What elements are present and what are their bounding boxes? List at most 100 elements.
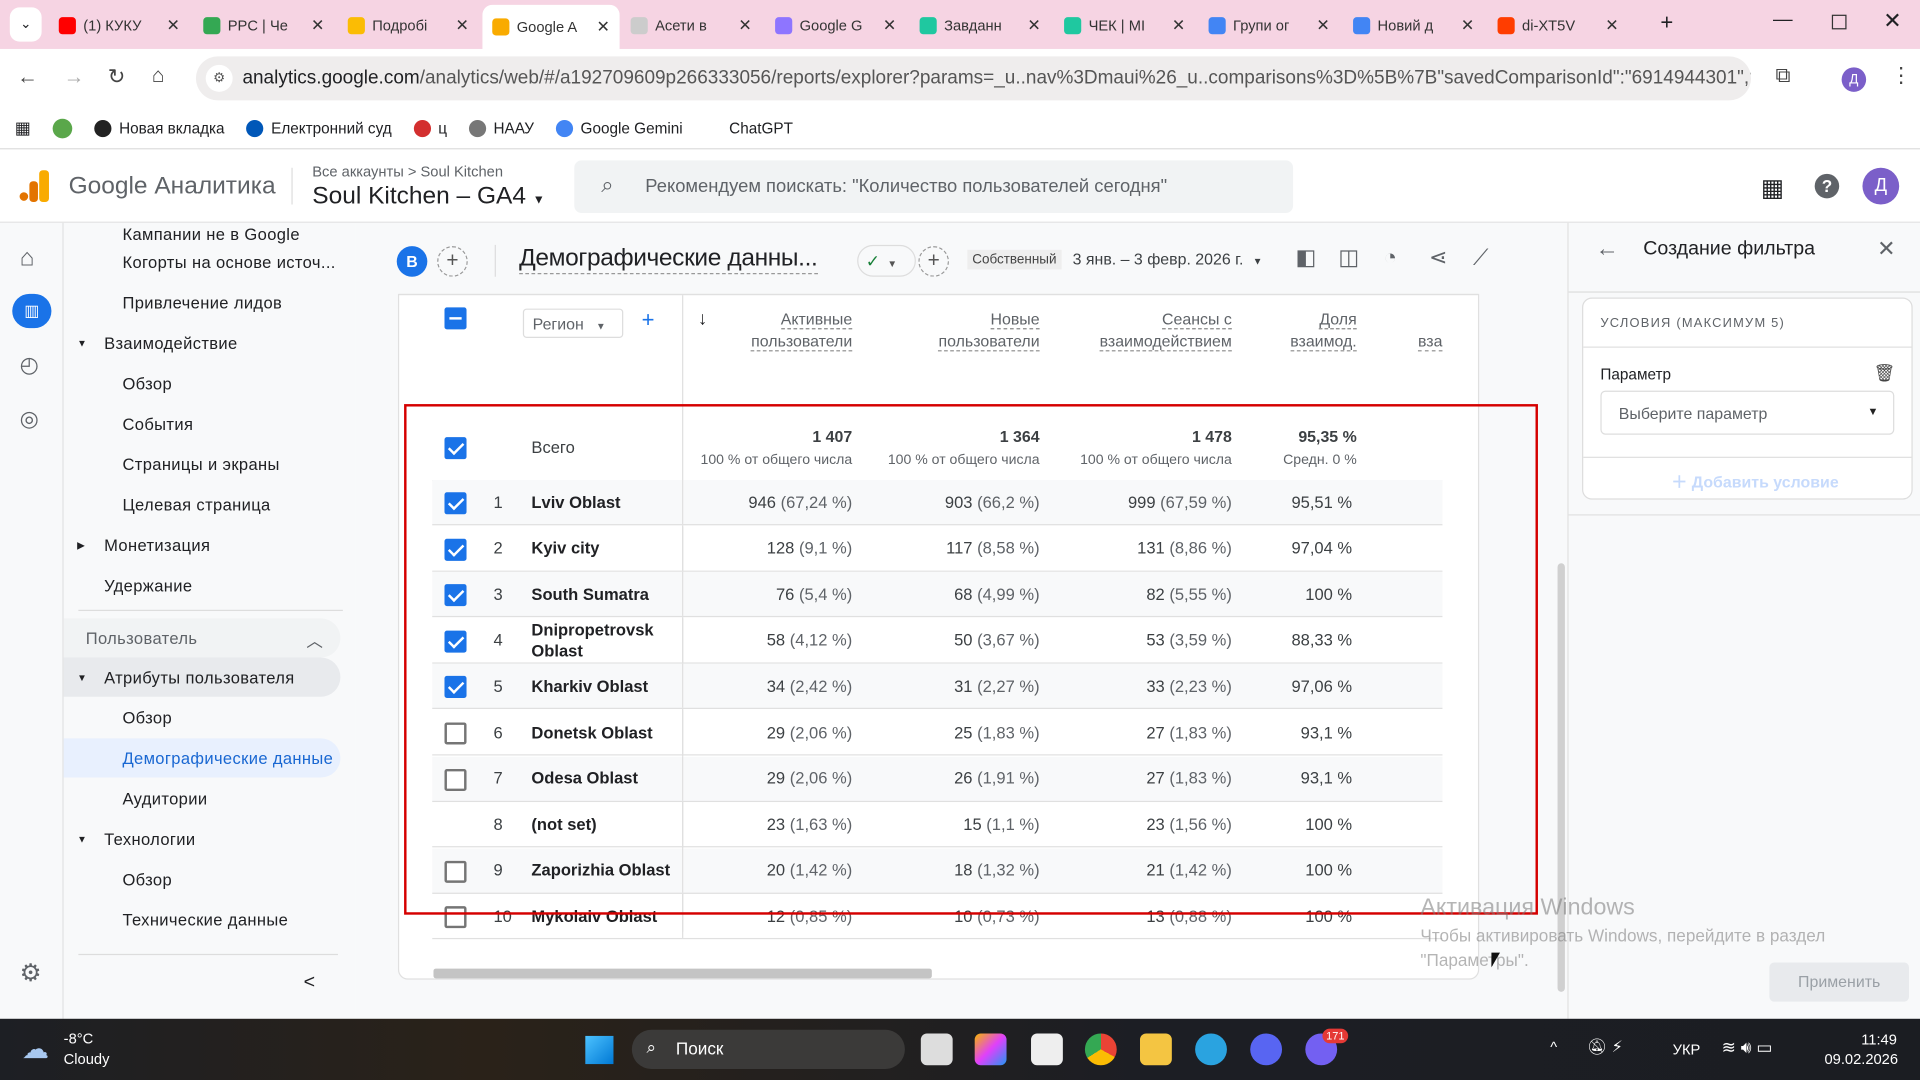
column-header[interactable]: Новые пользователи (938, 309, 1040, 352)
insights-icon[interactable]: ◔ (1383, 244, 1397, 270)
tab-close-icon[interactable]: ✕ (738, 15, 752, 35)
apps-icon[interactable]: ▦ (14, 117, 31, 138)
nav-item[interactable]: Демографические данные (63, 738, 341, 778)
row-checkbox[interactable] (444, 906, 467, 929)
start-button[interactable] (585, 1035, 614, 1065)
column-header[interactable]: Сеансы с взаимодействием (1099, 309, 1232, 352)
browser-tab[interactable]: Новий д ✕ (1343, 7, 1486, 44)
address-bar[interactable]: ⚙ analytics.google.com/analytics/web/#/a… (195, 56, 1752, 101)
column-header[interactable]: Активные пользователи (751, 309, 853, 352)
table-row[interactable]: 8 (not set) 23 (1,63 %) 15 (1,1 %) 23 (1,56 … (432, 802, 1443, 848)
tab-search-button[interactable]: ⌄ (9, 7, 42, 42)
row-checkbox[interactable] (444, 492, 467, 515)
share-icon[interactable]: ⋖ (1428, 244, 1448, 270)
nav-item[interactable]: Привлечение лидов (64, 283, 341, 322)
nav-item[interactable]: Страницы и экраны (64, 445, 341, 484)
nav-item[interactable]: Обзор (64, 860, 341, 899)
nav-item[interactable]: ▶ Монетизация (64, 526, 341, 565)
add-card-button[interactable]: + (918, 246, 949, 277)
settings-icon[interactable]: ⚙ (19, 960, 42, 987)
extensions-icon[interactable]: ⧉ (1775, 63, 1791, 87)
dimension-select[interactable]: Регион ▼ (522, 308, 624, 338)
vertical-scrollbar[interactable] (1557, 563, 1565, 992)
row-checkbox[interactable] (444, 676, 467, 699)
browser-tab[interactable]: Асети в ✕ (621, 7, 764, 44)
apply-button[interactable]: Применить (1769, 962, 1909, 1002)
table-row[interactable]: 6 Donetsk Oblast 29 (2,06 %) 25 (1,83 %) 27 … (432, 710, 1443, 756)
table-row[interactable]: 5 Kharkiv Oblast 34 (2,42 %) 31 (2,27 %) 33 … (432, 664, 1443, 710)
bookmark-item[interactable]: ChatGPT (704, 119, 793, 137)
table-row[interactable]: 10 Mykolaiv Oblast 12 (0,85 %) 10 (0,73 %) 1… (432, 894, 1443, 940)
table-row[interactable]: 7 Odesa Oblast 29 (2,06 %) 26 (1,91 %) 27 (1… (432, 756, 1443, 802)
tab-close-icon[interactable]: ✕ (455, 15, 469, 35)
report-status-button[interactable]: ✓ ▼ (857, 244, 916, 277)
maximize-button[interactable] (1831, 14, 1847, 30)
telegram-icon[interactable] (1195, 1033, 1227, 1066)
account-avatar[interactable]: Д (1862, 167, 1900, 205)
nav-item[interactable]: ▼ Взаимодействие (64, 324, 341, 363)
task-view-icon[interactable] (920, 1033, 953, 1066)
table-row[interactable]: 1 Lviv Oblast 946 (67,24 %) 903 (66,2 %) 999… (432, 480, 1443, 526)
new-tab-button[interactable]: + (1660, 9, 1674, 35)
browser-tab[interactable]: Завданн ✕ (910, 7, 1053, 44)
breadcrumb[interactable]: Все аккаунты > Soul Kitchen (312, 162, 504, 181)
back-arrow-icon[interactable]: ← (1595, 236, 1619, 263)
add-dimension-button[interactable]: + (641, 307, 655, 332)
comparison-badge[interactable]: B (396, 246, 428, 277)
browser-tab[interactable]: PPC | Че ✕ (193, 7, 336, 44)
table-row[interactable]: 2 Kyiv city 128 (9,1 %) 117 (8,58 %) 131 (8,… (432, 526, 1443, 572)
close-icon[interactable]: ✕ (1877, 236, 1896, 261)
sort-arrow-icon[interactable]: ↓ (697, 308, 708, 330)
collapse-nav-icon[interactable]: < (303, 972, 316, 994)
section-user[interactable]: Пользователь ︿ (63, 618, 341, 658)
nav-item[interactable]: Аудитории (64, 779, 341, 818)
notes-icon[interactable]: ◧ (1295, 244, 1317, 270)
table-row[interactable]: 3 South Sumatra 76 (5,4 %) 68 (4,99 %) 82 (5… (432, 572, 1443, 618)
row-checkbox[interactable] (444, 538, 467, 561)
tab-close-icon[interactable]: ✕ (311, 15, 325, 35)
nav-item[interactable]: ▼ Атрибуты пользователя (63, 657, 341, 697)
apps-grid-icon[interactable]: ▦ (1760, 175, 1784, 203)
bookmark-item[interactable]: НААУ (469, 119, 534, 137)
date-range-picker[interactable]: 3 янв. – 3 февр. 2026 г. ▼ (1072, 249, 1263, 269)
reports-icon[interactable]: ▥ (12, 293, 52, 329)
date-label[interactable]: Собственный (967, 249, 1062, 270)
bookmark-green-icon[interactable] (52, 118, 73, 138)
tab-close-icon[interactable]: ✕ (1027, 15, 1041, 35)
nav-item[interactable]: Обзор (64, 698, 341, 737)
row-checkbox[interactable] (444, 630, 467, 653)
tab-close-icon[interactable]: ✕ (882, 15, 897, 35)
nav-item[interactable]: Удержание (64, 567, 341, 606)
browser-tab[interactable]: di-XT5V ✕ (1488, 7, 1631, 44)
network-volume-battery-icons[interactable]: ≋ 🔊︎ ▭ (1721, 1037, 1773, 1057)
table-row[interactable]: 9 Zaporizhia Oblast 20 (1,42 %) 18 (1,32 %)… (432, 848, 1443, 894)
browser-tab[interactable]: (1) КУКУ ✕ (49, 7, 192, 44)
advertising-icon[interactable]: ◎ (19, 406, 39, 432)
python-icon[interactable] (1031, 1033, 1063, 1066)
nav-item[interactable]: Целевая страница (64, 486, 341, 525)
nav-item[interactable]: ▼ Технологии (64, 820, 341, 859)
row-checkbox[interactable] (444, 722, 467, 745)
reload-icon[interactable]: ↻ (107, 64, 126, 89)
browser-tab[interactable]: Групи ог ✕ (1199, 7, 1342, 44)
horizontal-scrollbar[interactable] (433, 968, 932, 979)
clock-time[interactable]: 11:49 (1861, 1031, 1897, 1049)
profile-avatar[interactable]: Д (1841, 67, 1867, 92)
add-comparison-button[interactable]: + (437, 246, 468, 277)
discord-icon[interactable] (1250, 1033, 1283, 1066)
back-icon[interactable]: ← (17, 64, 38, 89)
bookmark-item[interactable]: Новая вкладка (94, 119, 225, 137)
bookmark-item[interactable]: Google Gemini (556, 119, 683, 137)
taskbar-search[interactable]: ⌕ Поиск (631, 1029, 905, 1069)
menu-icon[interactable]: ⋮ (1890, 63, 1912, 87)
param-select[interactable]: Выберите параметр ▼ (1600, 390, 1895, 435)
site-info-icon[interactable]: ⚙ (205, 64, 233, 92)
select-all-checkbox[interactable] (444, 307, 467, 330)
file-explorer-icon[interactable] (1140, 1033, 1172, 1066)
report-title[interactable]: Демографические данны... (519, 245, 818, 275)
row-checkbox[interactable] (444, 768, 467, 791)
tab-close-icon[interactable]: ✕ (166, 15, 180, 35)
tray-icons[interactable]: 🔕︎ ⚡︎ (1586, 1037, 1623, 1056)
forward-icon[interactable]: → (63, 64, 85, 89)
home-icon[interactable]: ⌂ (151, 63, 165, 87)
